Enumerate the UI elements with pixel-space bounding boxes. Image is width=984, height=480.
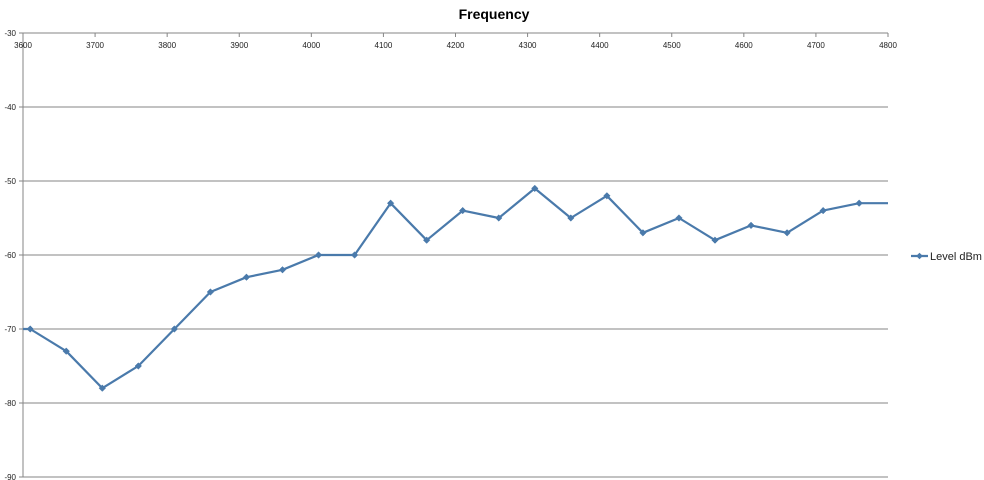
data-point — [242, 273, 251, 281]
data-point — [459, 206, 467, 215]
data-point — [386, 199, 395, 207]
data-point — [675, 214, 683, 222]
data-point — [747, 221, 755, 230]
chart-title: Frequency — [459, 6, 530, 22]
x-tick-label: 3900 — [230, 41, 248, 50]
data-point — [206, 288, 215, 296]
legend-label: Level dBm — [930, 251, 982, 263]
data-point — [603, 192, 611, 200]
data-point — [639, 229, 647, 237]
series-group — [23, 184, 888, 392]
x-tick-label: 4400 — [591, 41, 609, 50]
data-point — [855, 199, 863, 207]
x-tick-label: 4000 — [302, 41, 320, 50]
data-point — [26, 325, 34, 333]
x-tick-label: 4700 — [807, 41, 825, 50]
series-line-level-dbm — [23, 187, 888, 390]
data-point — [170, 325, 179, 333]
data-point — [495, 214, 503, 222]
data-point — [711, 236, 719, 244]
tick-labels: -30 -40 -50 -60 -70 -80 -90 3600 3700 3800 3900 400… — [4, 29, 897, 480]
data-point — [819, 206, 827, 215]
x-tick-label: 4200 — [447, 41, 465, 50]
x-tick-label: 4500 — [663, 41, 681, 50]
x-tick-label: 4800 — [879, 41, 897, 50]
data-point — [278, 266, 287, 274]
data-point — [423, 236, 431, 244]
data-point — [62, 347, 70, 355]
y-tick-label: -40 — [4, 103, 16, 112]
x-tick-label: 4600 — [735, 41, 753, 50]
y-tick-label: -90 — [4, 473, 16, 480]
y-tick-label: -60 — [4, 251, 16, 260]
legend-marker — [916, 252, 923, 260]
x-tick-label: 3800 — [158, 41, 176, 50]
data-point — [350, 251, 359, 259]
x-tick-label: 3700 — [86, 41, 104, 50]
data-point — [567, 214, 575, 222]
gridlines — [23, 106, 888, 478]
y-tick-label: -70 — [4, 325, 16, 334]
data-point — [783, 229, 791, 237]
x-tick-label: 3600 — [14, 41, 32, 50]
data-point — [134, 362, 142, 370]
legend: Level dBm — [911, 251, 982, 263]
data-point — [531, 184, 539, 193]
data-point — [314, 251, 323, 259]
x-tick-label: 4300 — [519, 41, 537, 50]
x-tick-label: 4100 — [375, 41, 393, 50]
y-tick-label: -50 — [4, 177, 16, 186]
y-tick-label: -30 — [4, 29, 16, 38]
y-tick-label: -80 — [4, 399, 16, 408]
data-point — [98, 384, 106, 392]
axes — [19, 32, 889, 478]
